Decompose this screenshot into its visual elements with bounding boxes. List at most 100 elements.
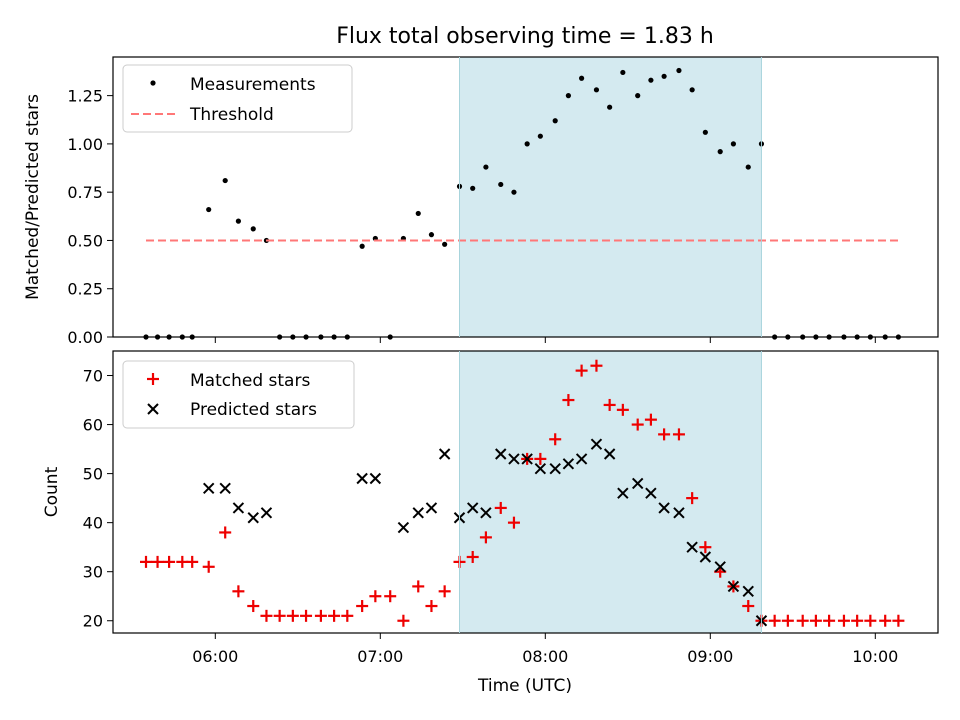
measurement-point [745,164,751,170]
legend-predicted-marker [147,403,159,415]
measurement-point [648,77,654,83]
predicted-stars-point [645,487,657,499]
matched-stars-point [232,585,245,598]
matched-stars-point [796,614,809,627]
top-x-ticks [214,337,876,343]
predicted-stars-point [617,487,629,499]
predicted-stars-point [631,477,644,490]
measurement-point [415,210,421,217]
matched-stars-point [151,555,164,568]
bottom-y-axis-label: Count [42,466,62,517]
matched-stars-point [534,452,547,465]
measurement-point [717,149,723,155]
matched-stars-point [809,614,822,627]
measurement-point [359,243,365,249]
predicted-stars-point [247,512,259,524]
matched-stars-point [260,609,273,622]
matched-stars-point [781,614,794,627]
matched-stars-point [328,609,341,622]
predicted-stars-point [590,438,603,450]
x-tick-label: 09:00 [687,647,733,666]
bottom-highlight-window [459,351,762,633]
y-tick-label: 20 [83,612,103,631]
measurement-point [702,129,708,135]
predicted-stars-point [521,453,533,465]
measurement-point [250,226,256,232]
matched-stars-point [658,428,671,441]
y-tick-label: 40 [83,514,103,533]
legend-threshold-label: Threshold [189,105,274,125]
legend-measurements-marker [150,80,156,86]
measurement-point [730,141,737,147]
measurement-point [206,206,212,213]
predicted-stars-point [562,458,575,470]
predicted-stars-point [508,453,520,465]
matched-stars-point [549,433,562,446]
measurement-point [565,93,572,99]
matched-stars-point [575,364,588,377]
measurement-point [676,67,682,74]
measurement-point [620,69,626,76]
top-highlight-window [459,57,762,337]
measurement-point [552,118,558,124]
measurement-point [537,133,543,139]
predicted-stars-point [727,580,740,593]
chart-title: Flux total observing time = 1.83 h [336,24,714,49]
measurement-point [593,87,600,93]
matched-stars-point [590,359,603,372]
predicted-stars-point [369,472,382,485]
top-panel: 0.00 0.25 0.50 0.75 1.00 1.25 Matched/Predict… [23,56,939,347]
bottom-panel: 20 30 40 50 60 70 06:00 07:00 08:00 09:00 10:00 C… [42,350,939,696]
measurement-point [607,104,613,110]
matched-stars-point [507,516,520,529]
matched-stars-point [369,590,382,603]
matched-stars-point [163,555,176,568]
measurement-point [579,75,585,81]
matched-stars-point [314,609,327,622]
measurement-point [222,177,228,184]
matched-stars-point [412,580,425,593]
legend-matched-label: Matched stars [190,371,310,391]
x-axis-label: Time (UTC) [477,676,572,696]
measurement-point [235,218,241,224]
matched-stars-point [247,600,260,613]
top-y-axis-label: Matched/Predicted stars [23,94,43,300]
bottom-legend-box [122,360,355,429]
matched-stars-point [273,609,286,622]
y-tick-label: 50 [83,465,103,484]
matched-stars-point [603,398,616,411]
top-legend-box [122,64,353,133]
predicted-stars-point [534,462,547,475]
y-tick-label: 0.50 [67,231,103,250]
legend-measurements-label: Measurements [190,75,316,95]
measurement-point [498,181,504,188]
measurement-point [524,141,530,147]
matched-stars-point [286,609,299,622]
measurement-point [511,189,517,195]
matched-stars-point [864,614,877,627]
matched-stars-point [686,492,699,505]
top-legend: Measurements Threshold [122,64,353,133]
matched-stars-point [479,531,492,544]
predicted-stars-point [686,541,698,553]
measurement-point [470,185,476,191]
predicted-stars-point [356,472,368,485]
matched-stars-point [425,600,438,613]
matched-stars-point [851,614,864,627]
predicted-stars-point [438,448,451,460]
x-tick-label: 08:00 [522,647,568,666]
matched-stars-point [823,614,836,627]
measurement-point [635,93,641,99]
matched-stars-point [699,541,712,554]
matched-stars-point [644,413,657,426]
predicted-stars-point [219,482,231,495]
matched-stars-point [562,394,575,407]
measurement-point [428,232,435,238]
measurement-point [483,164,489,170]
matched-stars-point [768,614,781,627]
y-tick-label: 60 [83,416,103,435]
matched-stars-point [438,585,451,598]
predicted-stars-point [658,502,670,514]
x-tick-label: 06:00 [192,647,238,666]
y-tick-label: 70 [83,367,103,386]
